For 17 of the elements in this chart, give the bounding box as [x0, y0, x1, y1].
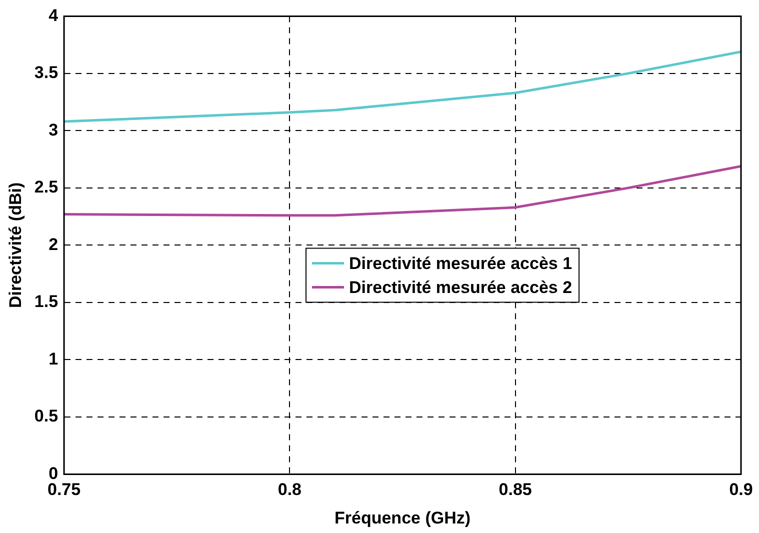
y-axis-title: Directivité (dBi): [6, 182, 25, 308]
y-tick-label: 0.5: [34, 406, 58, 426]
legend-label: Directivité mesurée accès 2: [349, 278, 572, 297]
y-tick-label: 2.5: [34, 178, 58, 197]
y-tick-label: 2: [48, 234, 58, 254]
x-tick-label: 0.8: [278, 480, 302, 500]
x-axis-title: Fréquence (GHz): [334, 508, 471, 528]
x-tick-label: 0.9: [729, 480, 753, 500]
y-tick-label: 4: [48, 6, 59, 25]
y-tick-label: 0: [48, 464, 58, 483]
y-tick-label: 3.5: [34, 63, 58, 82]
x-tick-label: 0.85: [498, 480, 532, 500]
y-tick-label: 1.5: [34, 292, 58, 312]
y-tick-label: 3: [48, 120, 58, 140]
legend-label: Directivité mesurée accès 1: [349, 254, 572, 273]
x-tick-label: 0.75: [47, 480, 81, 500]
y-tick-label: 1: [48, 349, 58, 368]
